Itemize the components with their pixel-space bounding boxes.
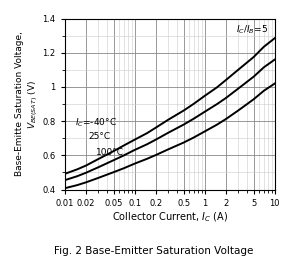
Text: $I_C$/$I_B$=5: $I_C$/$I_B$=5 [236, 24, 268, 36]
Y-axis label: Base-Emitte Saturation Voltage,
$\mathit{V_{BE(SAT)}}$ (V): Base-Emitte Saturation Voltage, $\mathit… [15, 32, 40, 177]
Text: Fig. 2 Base-Emitter Saturation Voltage: Fig. 2 Base-Emitter Saturation Voltage [54, 246, 253, 256]
Text: $I_C$=-40°C: $I_C$=-40°C [75, 116, 117, 129]
X-axis label: Collector Current, $\mathit{I_C}$ (A): Collector Current, $\mathit{I_C}$ (A) [112, 210, 228, 224]
Text: 100°C: 100°C [96, 148, 124, 157]
Text: 25°C: 25°C [89, 132, 111, 141]
